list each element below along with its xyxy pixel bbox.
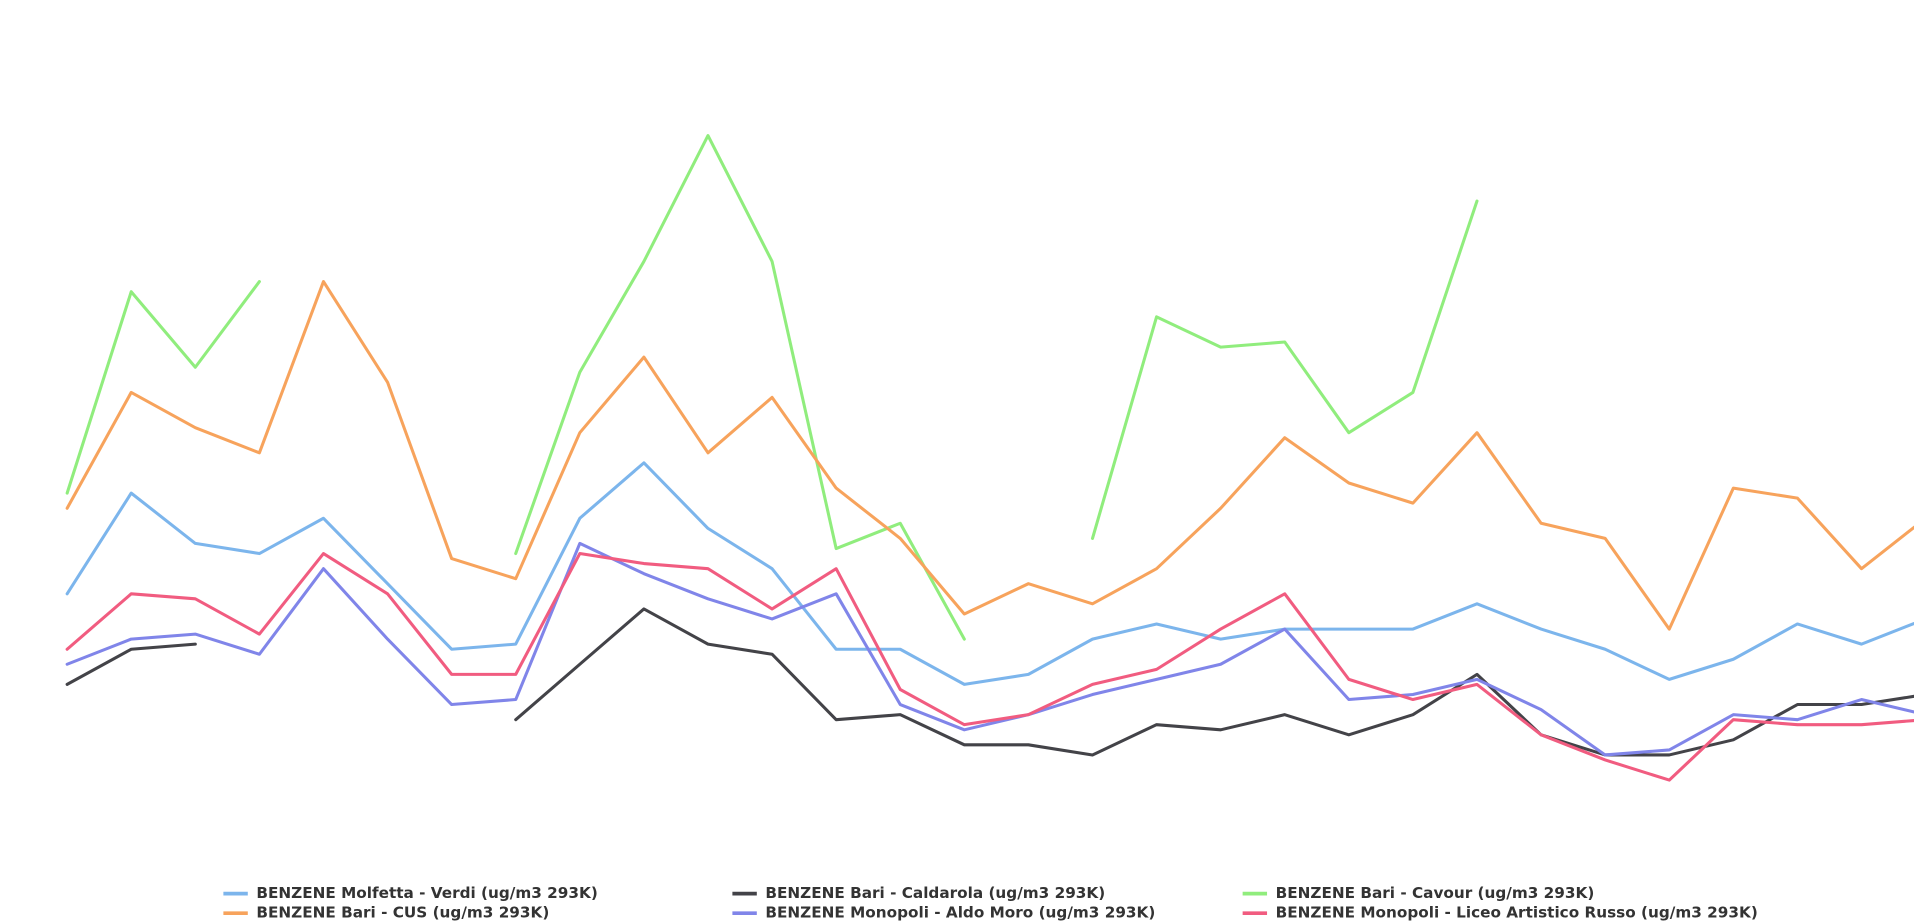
legend-label: BENZENE Monopoli - Aldo Moro (ug/m3 293K… xyxy=(765,904,1155,922)
legend-label: BENZENE Bari - Caldarola (ug/m3 293K) xyxy=(765,884,1105,902)
series-line xyxy=(65,461,1914,686)
series-line xyxy=(65,541,1914,757)
series-line xyxy=(65,607,1914,757)
series-line xyxy=(65,280,1914,631)
legend-label: BENZENE Monopoli - Liceo Artistico Russo… xyxy=(1276,904,1758,922)
legend-label: BENZENE Bari - Cavour (ug/m3 293K) xyxy=(1276,884,1595,902)
legend-label: BENZENE Molfetta - Verdi (ug/m3 293K) xyxy=(256,884,597,902)
series-line xyxy=(65,134,1479,641)
legend-label: BENZENE Bari - CUS (ug/m3 293K) xyxy=(256,904,549,922)
series-line xyxy=(65,552,1914,782)
